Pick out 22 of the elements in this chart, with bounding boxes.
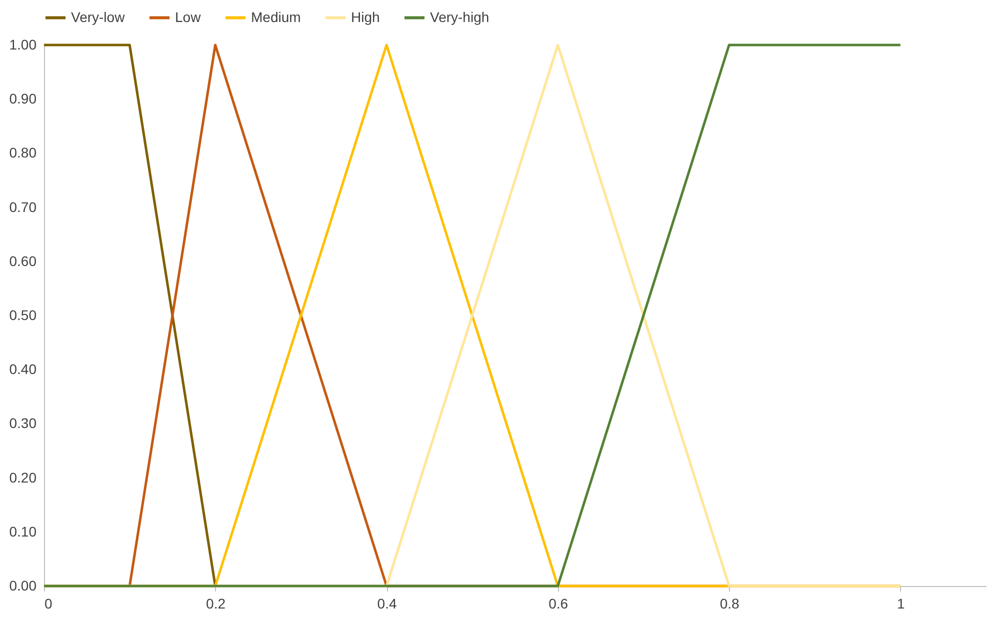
legend-label: Very-high [430,8,490,25]
y-tick-label: 1.00 [9,36,37,52]
legend-label: Very-low [71,8,126,25]
x-tick-label: 0.8 [720,596,740,612]
y-tick-label: 0.50 [9,307,37,323]
x-tick-label: 1 [896,596,905,612]
y-tick-label: 0.10 [9,523,37,540]
y-tick-label: 0.20 [9,469,37,486]
legend-label: Medium [251,8,301,25]
y-tick-label: 0.90 [9,90,37,107]
y-tick-label: 0.40 [9,361,37,378]
y-tick-label: 0.30 [9,415,37,432]
legend-label: Low [175,8,202,25]
y-tick-label: 0.60 [9,252,37,269]
x-tick-label: 0.6 [548,596,568,612]
y-tick-label: 0.80 [9,144,37,161]
x-tick-label: 0 [44,596,52,612]
x-tick-label: 0.2 [206,596,226,612]
legend-label: High [351,8,380,25]
y-tick-label: 0.00 [9,578,37,594]
y-tick-label: 0.70 [9,198,37,215]
x-tick-label: 0.4 [377,596,397,612]
